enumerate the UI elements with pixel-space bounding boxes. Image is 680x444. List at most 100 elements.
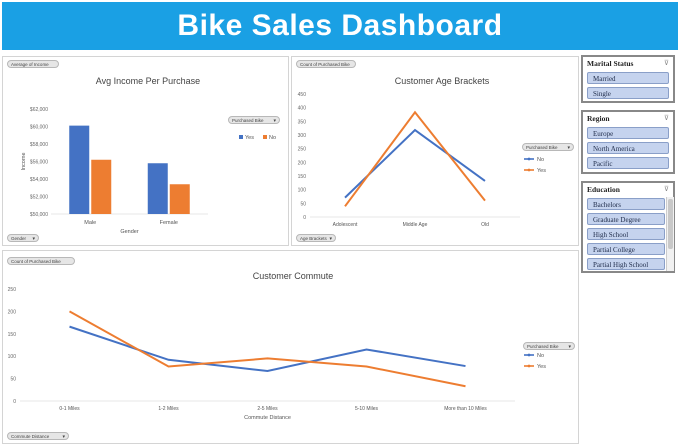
chevron-down-icon: ▾ [62, 434, 65, 440]
slicer-item-high-school[interactable]: High School [587, 228, 665, 240]
chevron-down-icon: ▾ [568, 344, 571, 350]
age-axis-pill[interactable]: Age Brackets ▾ [296, 234, 336, 242]
age-series-pill-label: Purchased Bike [526, 145, 558, 150]
slicer-item-partial-college[interactable]: Partial College [587, 243, 665, 255]
education-slicer: Education ⊽ Bachelors Graduate Degree Hi… [581, 181, 675, 273]
commute-series-pill-label: Purchased Bike [527, 344, 559, 349]
x-tick-label: Old [481, 222, 489, 228]
slicer-item-graduate-degree[interactable]: Graduate Degree [587, 213, 665, 225]
chevron-down-icon: ▾ [32, 236, 35, 242]
x-axis-label: Gender [120, 229, 139, 235]
legend-label: No [269, 135, 276, 141]
legend-label: No [537, 353, 544, 359]
marital-status-slicer: Marital Status ⊽ Married Single [581, 55, 675, 103]
income-filter-pill-label: Average of Income [11, 62, 49, 67]
commute-axis-pill[interactable]: Commute Distance ▾ [7, 432, 69, 440]
age-chart-title: Customer Age Brackets [394, 76, 490, 86]
slicer-item-single[interactable]: Single [587, 87, 669, 99]
commute-chart-title: Customer Commute [252, 271, 334, 281]
y-tick-label: 150 [8, 332, 17, 338]
y-tick-label: 150 [298, 174, 307, 180]
income-chart-panel: Average of Income Avg Income Per Purchas… [2, 56, 289, 246]
commute-filter-pill-label: Count of Purchased Bike [11, 259, 61, 264]
y-tick-label: 0 [303, 215, 306, 221]
x-axis-label: Commute Distance [244, 415, 291, 421]
bar-no-male [91, 159, 112, 214]
income-axis-pill-label: Gender [11, 236, 27, 241]
x-tick-label: 0-1 Miles [59, 406, 80, 412]
income-axis-pill[interactable]: Gender ▾ [7, 234, 39, 242]
x-tick-label: Male [84, 220, 96, 226]
x-tick-label: More than 10 Miles [444, 406, 487, 412]
education-slicer-title: Education [587, 185, 620, 194]
income-series-pill[interactable]: Purchased Bike ▾ [228, 116, 280, 124]
y-tick-label: 250 [298, 147, 307, 153]
commute-axis-pill-label: Commute Distance [11, 434, 50, 439]
age-chart: 0 50 100 150 200 250 300 350 400 450 Adolescent Mid… [298, 92, 547, 228]
series-line-no [69, 325, 466, 372]
clear-filter-icon[interactable]: ⊽ [663, 60, 669, 67]
legend-marker [527, 353, 531, 357]
y-tick-label: $50,000 [30, 212, 48, 218]
y-tick-label: 450 [298, 92, 307, 98]
y-tick-label: 300 [298, 133, 307, 139]
education-scrollbar[interactable] [666, 197, 674, 271]
commute-chart: 0 50 100 150 200 250 0-1 Miles 1-2 Miles 2-5 Mil… [8, 287, 547, 421]
scrollbar-thumb[interactable] [668, 199, 673, 249]
x-tick-label: Adolescent [333, 222, 358, 228]
age-series-pill[interactable]: Purchased Bike ▾ [522, 143, 574, 151]
slicer-item-partial-high-school[interactable]: Partial High School [587, 258, 665, 270]
y-tick-label: 400 [298, 106, 307, 112]
income-series-pill-label: Purchased Bike [232, 118, 264, 123]
bar-yes-female [147, 163, 168, 214]
commute-series-pill[interactable]: Purchased Bike ▾ [523, 342, 575, 350]
x-tick-label: Female [160, 220, 178, 226]
clear-filter-icon[interactable]: ⊽ [663, 186, 669, 193]
y-tick-label: $62,000 [30, 107, 48, 113]
slicer-item-pacific[interactable]: Pacific [587, 157, 669, 169]
dashboard-banner: Bike Sales Dashboard [0, 0, 680, 52]
legend-swatch [263, 135, 267, 139]
clear-filter-icon[interactable]: ⊽ [663, 115, 669, 122]
chevron-down-icon: ▾ [567, 145, 570, 151]
chevron-down-icon: ▾ [329, 236, 332, 242]
y-tick-label: $60,000 [30, 125, 48, 131]
legend-label: Yes [537, 364, 546, 370]
y-tick-label: $54,000 [30, 177, 48, 183]
age-chart-panel: Count of Purchased Bike Customer Age Bra… [291, 56, 579, 246]
region-slicer: Region ⊽ Europe North America Pacific [581, 110, 675, 174]
y-tick-label: 100 [8, 354, 17, 360]
series-line-yes [69, 310, 466, 388]
legend-label: Yes [245, 135, 254, 141]
series-line-yes [344, 110, 486, 207]
commute-filter-pill[interactable]: Count of Purchased Bike [7, 257, 75, 265]
y-tick-label: 50 [300, 201, 306, 207]
age-axis-pill-label: Age Brackets [300, 236, 327, 241]
x-tick-label: 5-10 Miles [355, 406, 379, 412]
dashboard-title: Bike Sales Dashboard [177, 9, 503, 42]
slicer-item-europe[interactable]: Europe [587, 127, 669, 139]
x-tick-label: 1-2 Miles [158, 406, 179, 412]
slicer-item-north-america[interactable]: North America [587, 142, 669, 154]
y-tick-label: 50 [10, 377, 16, 383]
marital-status-slicer-title: Marital Status [587, 59, 634, 68]
commute-chart-panel: Count of Purchased Bike Customer Commute… [2, 250, 579, 444]
legend-swatch [239, 135, 243, 139]
y-tick-label: $58,000 [30, 142, 48, 148]
y-tick-label: $56,000 [30, 160, 48, 166]
legend-marker [527, 168, 531, 172]
x-tick-label: Middle Age [403, 222, 428, 228]
slicer-item-married[interactable]: Married [587, 72, 669, 84]
y-tick-label: 350 [298, 119, 307, 125]
y-tick-label: $52,000 [30, 195, 48, 201]
region-slicer-title: Region [587, 114, 610, 123]
y-axis-label: Income [21, 152, 27, 170]
y-tick-label: 200 [298, 160, 307, 166]
legend-marker [527, 364, 531, 368]
slicer-item-bachelors[interactable]: Bachelors [587, 198, 665, 210]
legend-marker [527, 157, 531, 161]
income-filter-pill[interactable]: Average of Income [7, 60, 59, 68]
y-tick-label: 100 [298, 188, 307, 194]
x-tick-label: 2-5 Miles [257, 406, 278, 412]
age-filter-pill[interactable]: Count of Purchased Bike [296, 60, 356, 68]
